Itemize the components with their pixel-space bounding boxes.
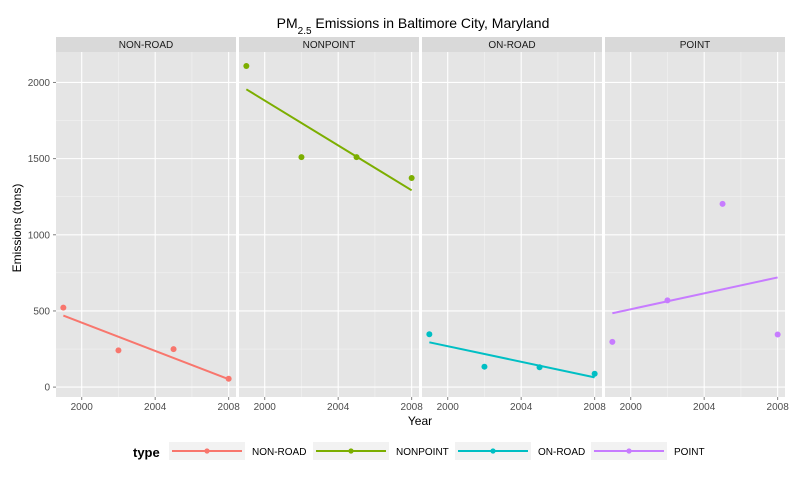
data-point-non-road [115, 347, 122, 354]
facet-strip-label: NON-ROAD [119, 40, 173, 51]
data-point-on-road [426, 331, 433, 338]
legend-entry-label: NON-ROAD [252, 447, 306, 458]
data-point-on-road [481, 363, 488, 370]
panel-background [422, 52, 602, 397]
panel-background [239, 52, 419, 397]
facet-panels: NON-ROAD 2000 2004 2008 NONPOINT 2000 2004 2008… [56, 37, 789, 413]
x-tick-label: 2008 [218, 402, 241, 413]
data-point-non-road [225, 375, 232, 382]
data-point-point [774, 331, 781, 338]
trend-line-on-road [429, 341, 595, 379]
facet-strip [239, 37, 419, 52]
legend-key-non-road: NON-ROAD [169, 442, 306, 460]
x-tick-label: 2000 [620, 402, 643, 413]
facet-strip [56, 37, 236, 52]
facet-panel-non-road: NON-ROAD 2000 2004 2008 [56, 37, 240, 413]
legend-key-point [348, 448, 354, 454]
trend-line-nonpoint [245, 88, 413, 192]
data-point-non-road [170, 346, 177, 353]
facet-strip [605, 37, 785, 52]
legend-key-point [626, 448, 632, 454]
legend-entry-label: ON-ROAD [538, 447, 585, 458]
panel-background [605, 52, 785, 397]
x-tick-label: 2004 [327, 402, 350, 413]
x-tick-label: 2008 [401, 402, 424, 413]
y-tick-label: 1000 [28, 230, 51, 241]
legend-entry-label: POINT [674, 447, 705, 458]
facet-strip-label: NONPOINT [303, 40, 356, 51]
legend-key-nonpoint: NONPOINT [313, 442, 449, 460]
data-point-point [719, 200, 726, 207]
data-point-on-road [591, 370, 598, 377]
facet-panel-point: POINT 2000 2004 2008 [605, 37, 789, 413]
x-tick-label: 2000 [254, 402, 277, 413]
x-tick-label: 2004 [510, 402, 533, 413]
x-tick-label: 2000 [71, 402, 94, 413]
legend-key-on-road: ON-ROAD [455, 442, 585, 460]
x-axis-title: Year [408, 414, 432, 428]
legend-entry-label: NONPOINT [396, 447, 449, 458]
data-point-on-road [536, 364, 543, 371]
x-tick-label: 2008 [584, 402, 607, 413]
x-tick-label: 2004 [144, 402, 167, 413]
panel-background [56, 52, 236, 397]
legend-key-point: POINT [591, 442, 705, 460]
data-point-nonpoint [243, 63, 250, 70]
y-tick-label: 1500 [28, 154, 51, 165]
legend: type NON-ROAD NONPOINT ON-ROAD POINT [133, 442, 705, 460]
data-point-point [609, 338, 616, 345]
trend-line-point [612, 276, 778, 315]
data-point-non-road [60, 304, 67, 311]
data-point-nonpoint [353, 154, 360, 161]
y-axis-title: Emissions (tons) [10, 184, 24, 273]
facet-panel-nonpoint: NONPOINT 2000 2004 2008 [239, 37, 423, 413]
data-point-nonpoint [298, 154, 305, 161]
legend-key-point [204, 448, 210, 454]
facet-strip-label: ON-ROAD [488, 40, 535, 51]
chart-title: PM2.5 Emissions in Baltimore City, Maryl… [277, 15, 550, 37]
facet-panel-on-road: ON-ROAD 2000 2004 2008 [422, 37, 606, 413]
x-tick-label: 2008 [767, 402, 790, 413]
legend-key-point [490, 448, 496, 454]
data-point-point [664, 297, 671, 304]
trend-line-non-road [62, 314, 230, 381]
facet-strip-label: POINT [680, 40, 711, 51]
y-tick-label: 2000 [28, 78, 51, 89]
y-axis: 0 500 1000 1500 2000 [28, 78, 56, 394]
data-point-nonpoint [408, 174, 415, 181]
x-tick-label: 2004 [693, 402, 716, 413]
legend-title: type [133, 445, 160, 460]
y-tick-label: 0 [44, 383, 50, 394]
y-tick-label: 500 [33, 306, 50, 317]
facet-strip [422, 37, 602, 52]
x-tick-label: 2000 [437, 402, 460, 413]
